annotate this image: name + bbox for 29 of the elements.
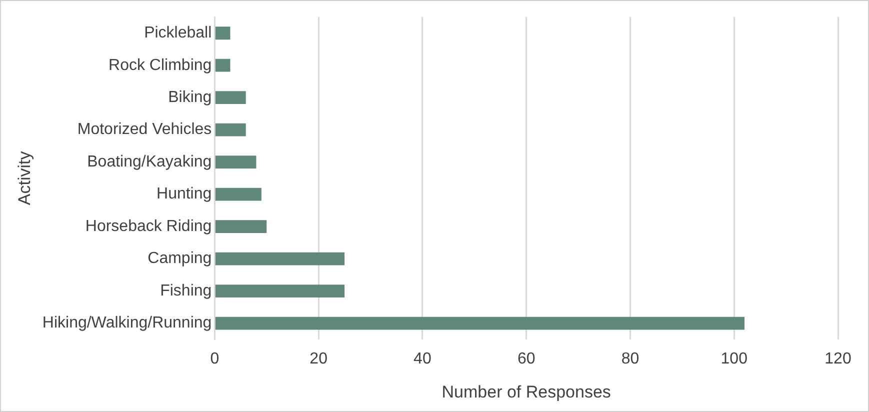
y-tick-label: Horseback Riding	[85, 218, 212, 235]
y-tick-label: Hunting	[156, 186, 212, 203]
bar	[215, 123, 246, 136]
y-tick-label: Fishing	[160, 282, 212, 300]
x-tick-label: 60	[517, 350, 536, 368]
x-tick-label: 40	[414, 350, 432, 368]
bar	[215, 91, 246, 104]
bar	[215, 252, 345, 266]
y-tick-label: Boating/Kayaking	[87, 153, 212, 170]
y-tick-label: Motorized Vehicles	[77, 121, 212, 138]
bar	[215, 26, 230, 40]
x-tick-label: 120	[824, 350, 852, 368]
x-tick-label: 100	[720, 350, 748, 368]
y-tick-label: Pickleball	[144, 24, 212, 42]
y-tick-label: Camping	[148, 250, 212, 268]
x-axis-title: Number of Responses	[442, 382, 611, 402]
y-tick-label: Hiking/Walking/Running	[42, 314, 212, 332]
bar	[215, 220, 267, 234]
x-tick-label: 20	[310, 350, 328, 368]
bar	[215, 284, 345, 298]
y-axis-title: Activity	[14, 150, 34, 206]
bar	[215, 188, 262, 201]
bar	[215, 58, 230, 72]
bar	[215, 156, 256, 169]
x-tick-label: 80	[621, 350, 640, 368]
bar	[215, 316, 744, 330]
x-tick-label: 0	[210, 350, 220, 368]
y-tick-label: Rock Climbing	[108, 56, 212, 74]
y-tick-label: Biking	[168, 89, 212, 106]
